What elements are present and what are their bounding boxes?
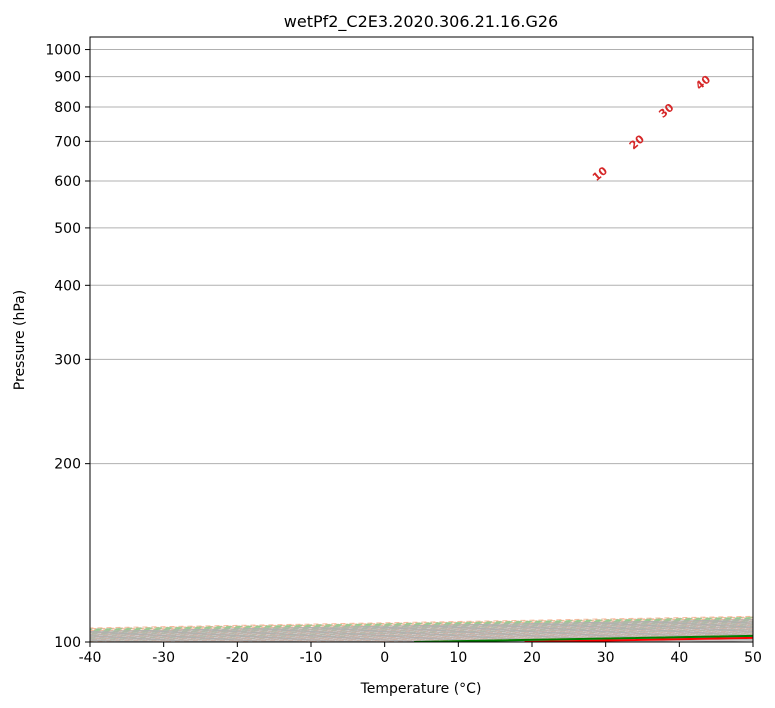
dry-adiabat (278, 633, 753, 642)
dry-adiabat (90, 629, 753, 642)
y-tick-label: 200 (54, 457, 81, 473)
moist-adiabat (90, 626, 753, 640)
plot-frame (89, 36, 754, 643)
moist-adiabat (90, 619, 753, 632)
isotherm-line (163, 630, 753, 642)
dry-adiabat (90, 622, 753, 636)
dry-adiabat (90, 627, 753, 640)
dry-adiabat (317, 634, 753, 642)
moist-adiabat (90, 622, 753, 635)
isotherm-line (531, 637, 753, 642)
dry-adiabat (90, 616, 753, 630)
moist-adiabat (90, 624, 753, 638)
dry-adiabat (90, 628, 753, 641)
dry-adiabat (355, 634, 753, 642)
grid-layer (90, 49, 753, 642)
dry-adiabat (90, 625, 753, 638)
x-tick-label: 40 (670, 650, 688, 666)
x-tick-label: -30 (152, 650, 175, 666)
dry-adiabat (202, 632, 753, 642)
dry-adiabat (90, 630, 753, 642)
y-tick-label: 500 (54, 221, 81, 237)
moist-adiabat (90, 617, 753, 630)
annotation-layer: 0.10.20.40.611.52346810131620253036-100-… (590, 73, 713, 184)
dry-adiabat (90, 619, 753, 632)
y-tick-label: 1000 (45, 43, 81, 59)
y-tick-label: 400 (54, 278, 81, 294)
isotherm-line (90, 628, 753, 642)
isotherm-line (90, 623, 753, 636)
x-tick-label: 50 (744, 650, 762, 666)
isotherm-line (90, 625, 753, 639)
isotherm-line (752, 641, 753, 642)
y-axis-label: Pressure (hPa) (12, 290, 28, 390)
wet-bulb-label: 20 (627, 132, 647, 152)
dry-adiabat (164, 631, 753, 642)
isotherm-line (90, 621, 753, 635)
isotherm-line (90, 624, 753, 638)
series-layer (414, 634, 753, 642)
dry-adiabat (90, 620, 753, 634)
isotherm-line (679, 640, 753, 642)
x-tick-label: -20 (226, 650, 249, 666)
y-tick-label: 100 (54, 635, 81, 651)
moist-adiabat (90, 628, 753, 642)
dry-adiabat (90, 628, 753, 642)
x-tick-label: -40 (79, 650, 102, 666)
isotherm-line (90, 620, 753, 634)
y-tick-label: 800 (54, 100, 81, 116)
dry-adiabat (126, 630, 753, 642)
x-tick-label: 0 (380, 650, 389, 666)
x-tick-label: 20 (523, 650, 541, 666)
dry-adiabat (90, 619, 753, 633)
moist-adiabat (90, 617, 753, 631)
isotherm-line (237, 632, 753, 642)
x-tick-label: 30 (597, 650, 615, 666)
wet-bulb-label: 40 (693, 73, 713, 93)
dry-adiabat (90, 624, 753, 638)
moist-adiabat (90, 619, 753, 633)
temperature-profile (524, 636, 753, 642)
moist-adiabat (90, 616, 753, 630)
dry-adiabat (90, 615, 753, 629)
isotherm-line (90, 619, 753, 632)
y-tick-label: 700 (54, 134, 81, 150)
moist-adiabat (90, 618, 753, 631)
dry-adiabat (90, 621, 753, 635)
y-tick-label: 300 (54, 352, 81, 368)
dry-adiabat (90, 617, 753, 630)
dry-adiabat (90, 617, 753, 631)
moist-adiabat (90, 620, 753, 633)
dry-adiabat (90, 624, 753, 637)
isotherm-line (90, 629, 753, 642)
isotherm-line (90, 627, 753, 640)
dewpoint-profile (414, 634, 753, 642)
y-tick-label: 900 (54, 70, 81, 86)
y-tick-label: 600 (54, 174, 81, 190)
moist-adiabat (90, 623, 753, 636)
isotherm-line (458, 636, 753, 642)
isotherm-line (384, 634, 753, 642)
axes-layer: -40 -30 -20 -10 0 10 20 30 40 50 1000 900 800 700 600 5… (45, 43, 762, 666)
x-axis-label: Temperature (°C) (360, 681, 482, 697)
moist-adiabat (90, 621, 753, 634)
isotherm-line (310, 633, 753, 642)
dry-adiabat (90, 623, 753, 636)
x-tick-label: -10 (300, 650, 323, 666)
x-tick-label: 10 (449, 650, 467, 666)
dry-adiabat (240, 632, 753, 642)
dry-adiabat (90, 626, 753, 640)
isotherm-line (605, 638, 753, 642)
moist-adiabat (90, 618, 753, 632)
dry-adiabat (90, 618, 753, 632)
moist-adiabat (90, 617, 753, 631)
wet-bulb-label: 30 (656, 101, 676, 121)
chart-title: wetPf2_C2E3.2020.306.21.16.G26 (284, 12, 558, 32)
dry-adiabat (90, 621, 753, 634)
dry-adiabat (90, 626, 753, 639)
